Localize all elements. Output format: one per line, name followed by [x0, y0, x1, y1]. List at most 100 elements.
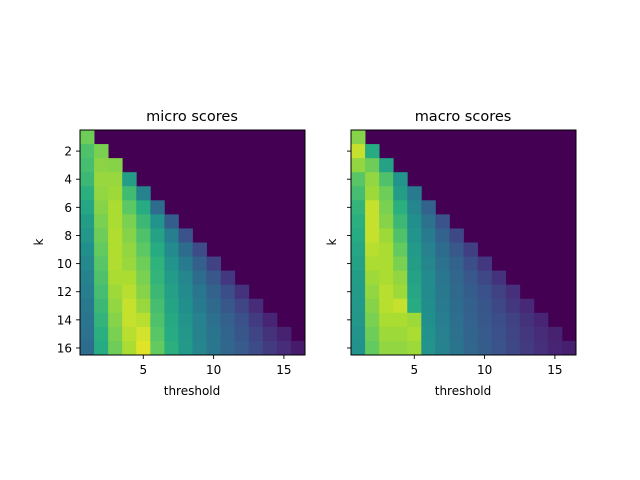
heatmap-cell: [351, 270, 366, 286]
heatmap-cell: [393, 326, 408, 342]
heatmap-cell: [491, 312, 507, 328]
heatmap-cell: [192, 256, 207, 272]
y-tick-label: 10: [57, 257, 72, 271]
y-tick-label: 14: [57, 313, 72, 327]
heatmap-cell: [178, 228, 193, 243]
heatmap-cell: [477, 298, 493, 314]
heatmap-cell: [122, 340, 137, 356]
heatmap-cell: [421, 284, 436, 300]
heatmap-cell: [505, 340, 521, 356]
heatmap-cell: [449, 242, 464, 257]
heatmap-cell: [463, 256, 478, 272]
heatmap-cell: [365, 200, 380, 215]
heatmap-cell: [192, 326, 207, 342]
heatmap-cell: [220, 270, 236, 286]
heatmap-cell: [519, 326, 535, 342]
heatmap-cell: [435, 228, 450, 243]
heatmap-cell: [108, 228, 123, 243]
heatmap-cell: [108, 326, 123, 342]
heatmap-cell: [206, 284, 222, 300]
heatmap-cell: [94, 242, 109, 257]
heatmap-cell: [351, 172, 366, 187]
heatmap-cell: [435, 270, 450, 286]
heatmap-cell: [421, 298, 436, 314]
heatmap-cell: [136, 326, 151, 342]
heatmap-cell: [164, 228, 179, 243]
heatmap-cell: [192, 340, 207, 356]
y-tick-label: 12: [57, 285, 72, 299]
plot-frame: [350, 129, 577, 356]
heatmap-cell: [80, 340, 95, 356]
heatmap-cell: [491, 326, 507, 342]
heatmap-cell: [94, 256, 109, 272]
heatmap-cell: [365, 186, 380, 201]
heatmap-cell: [561, 340, 577, 356]
heatmap-cell: [421, 242, 436, 257]
heatmap-cell: [533, 340, 549, 356]
heatmap-cell: [248, 298, 264, 314]
heatmap-cell: [80, 186, 95, 201]
heatmap-cell: [407, 186, 422, 201]
heatmap-cell: [192, 284, 207, 300]
y-ticks: 2 4 6 8 10 12 14 16: [57, 145, 80, 355]
heatmap-cell: [449, 228, 464, 243]
heatmap-cell: [449, 298, 464, 314]
heatmap-cell: [365, 214, 380, 229]
heatmap-cell: [248, 312, 264, 328]
heatmap-cell: [491, 298, 507, 314]
heatmap-cell: [393, 228, 408, 243]
heatmap-cell: [150, 340, 165, 356]
heatmap-cell: [393, 284, 408, 300]
heatmap-cell: [178, 256, 193, 272]
heatmap-cell: [351, 228, 366, 243]
heatmap-cell: [477, 340, 493, 356]
heatmap-cell: [108, 172, 123, 187]
heatmap-cell: [136, 312, 151, 328]
heatmap-cell: [365, 270, 380, 286]
chart-title: micro scores: [146, 109, 238, 125]
heatmap-cell: [234, 340, 250, 356]
heatmap-cell: [122, 228, 137, 243]
x-tick-label: 15: [547, 363, 562, 377]
heatmap-cell: [178, 298, 193, 314]
heatmap-cell: [407, 326, 422, 342]
heatmap-cell: [206, 340, 222, 356]
heatmap-cell: [220, 298, 236, 314]
heatmap-cell: [351, 284, 366, 300]
heatmap-cell: [449, 312, 464, 328]
heatmap-cell: [477, 326, 493, 342]
heatmap-cell: [379, 214, 394, 229]
heatmap-cell: [136, 242, 151, 257]
heatmap-cell: [449, 326, 464, 342]
heatmap-cell: [393, 186, 408, 201]
heatmap-cell: [136, 228, 151, 243]
heatmap-cell: [108, 186, 123, 201]
heatmap-cell: [407, 200, 422, 215]
heatmap-cell: [262, 312, 278, 328]
heatmap-cell: [136, 186, 151, 201]
heatmap-cell: [94, 298, 109, 314]
heatmap-cell: [220, 284, 236, 300]
heatmap-cell: [435, 284, 450, 300]
heatmap-cell: [379, 270, 394, 286]
heatmap-cell: [136, 256, 151, 272]
heatmap-cell: [519, 312, 535, 328]
heatmap-cell: [351, 186, 366, 201]
heatmap-cell: [505, 298, 521, 314]
heatmap-cell: [178, 270, 193, 286]
heatmap-cell: [80, 284, 95, 300]
heatmap-cell: [178, 242, 193, 257]
heatmap-cell: [393, 270, 408, 286]
heatmap-cell: [477, 312, 493, 328]
heatmap-cell: [421, 256, 436, 272]
heatmap-cell: [519, 298, 535, 314]
heatmap-cell: [80, 158, 95, 173]
heatmap-cell: [351, 144, 366, 159]
heatmap-cell: [421, 228, 436, 243]
heatmap-cell: [192, 312, 207, 328]
heatmap-cell: [80, 242, 95, 257]
heatmap-cell: [150, 228, 165, 243]
heatmap-cell: [80, 130, 95, 145]
heatmap-cell: [122, 200, 137, 215]
heatmap-cell: [178, 326, 193, 342]
